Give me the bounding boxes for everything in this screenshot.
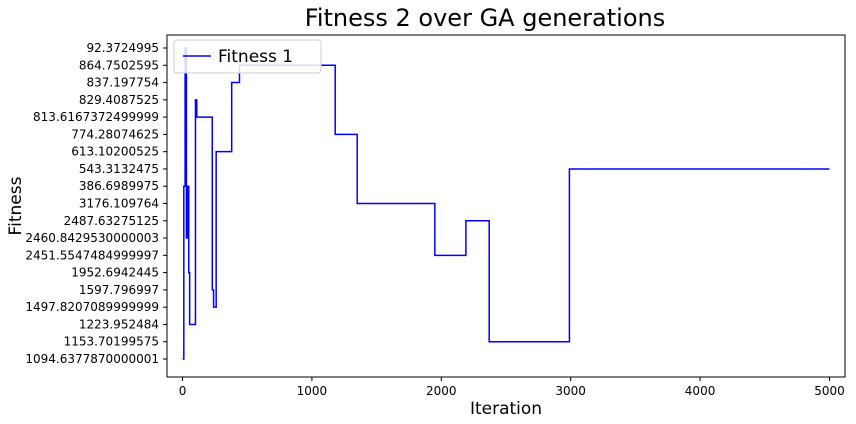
legend-box bbox=[173, 39, 322, 74]
y-tick-label: 864.7502595 bbox=[79, 58, 159, 72]
chart-title: Fitness 2 over GA generations bbox=[305, 4, 665, 32]
y-axis-label: Fitness bbox=[6, 176, 26, 235]
x-tick-label: 0 bbox=[179, 384, 187, 398]
y-tick-label: 2487.63275125 bbox=[64, 214, 159, 228]
legend: Fitness 1 bbox=[173, 39, 322, 74]
y-axis-ticks: 1094.6377870000001 1153.70199575 1223.9524… bbox=[25, 41, 167, 366]
y-tick-label: 829.4087525 bbox=[79, 93, 159, 107]
y-tick-label: 1153.70199575 bbox=[64, 335, 159, 349]
x-tick-label: 4000 bbox=[685, 384, 716, 398]
x-tick-label: 5000 bbox=[814, 384, 845, 398]
legend-entry-fitness-1: Fitness 1 bbox=[218, 47, 293, 67]
y-tick-label: 613.10200525 bbox=[71, 145, 159, 159]
x-tick-label: 3000 bbox=[555, 384, 586, 398]
y-tick-label: 386.6989975 bbox=[79, 179, 159, 193]
series-line-fitness-1 bbox=[182, 47, 830, 360]
y-tick-label: 3176.109764 bbox=[79, 197, 159, 211]
plot-area bbox=[166, 34, 846, 378]
y-tick-label: 92.3724995 bbox=[86, 41, 159, 55]
y-tick-label: 774.28074625 bbox=[71, 127, 159, 141]
y-tick-label: 1223.952484 bbox=[79, 317, 159, 331]
y-tick-label: 2460.8429530000003 bbox=[25, 231, 159, 245]
x-axis-ticks: 0 1000 2000 3000 4000 5000 bbox=[179, 377, 845, 398]
y-tick-label: 2451.5547484999997 bbox=[25, 248, 159, 262]
y-tick-label: 1597.796997 bbox=[79, 283, 159, 297]
y-tick-label: 1497.8207089999999 bbox=[25, 300, 159, 314]
y-tick-label: 1094.6377870000001 bbox=[25, 352, 159, 366]
x-tick-label: 2000 bbox=[426, 384, 457, 398]
x-axis-label: Iteration bbox=[470, 399, 542, 419]
y-tick-label: 813.6167372499999 bbox=[33, 110, 159, 124]
series-layer bbox=[182, 47, 830, 360]
y-tick-label: 543.3132475 bbox=[79, 162, 159, 176]
x-tick-label: 1000 bbox=[297, 384, 328, 398]
y-tick-label: 837.197754 bbox=[86, 76, 159, 90]
y-tick-label: 1952.6942445 bbox=[71, 266, 159, 280]
